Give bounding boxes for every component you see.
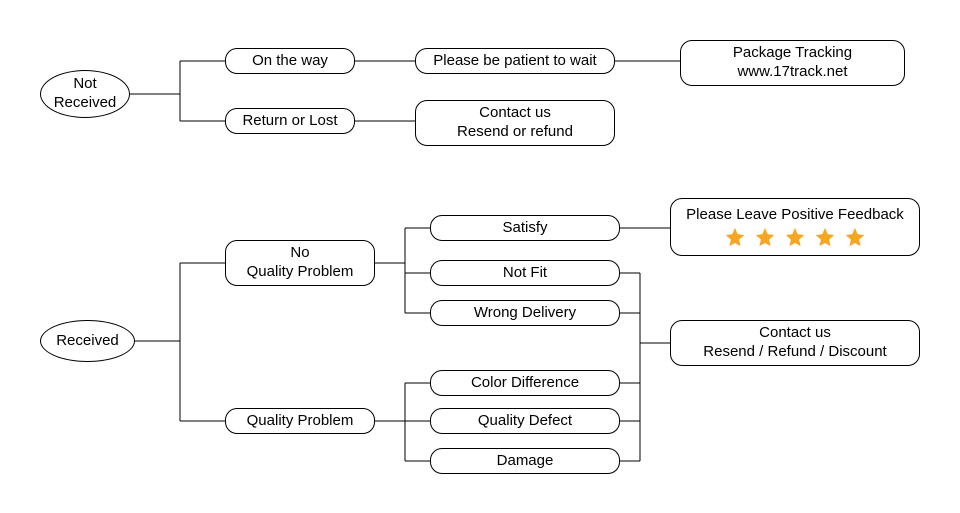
node-positive-feedback: Please Leave Positive Feedback	[670, 198, 920, 256]
star-icon	[754, 226, 776, 248]
node-quality-problem: Quality Problem	[225, 408, 375, 434]
label-no-quality-problem: NoQuality Problem	[247, 244, 354, 282]
node-damage: Damage	[430, 448, 620, 474]
node-package-tracking: Package Trackingwww.17track.net	[680, 40, 905, 86]
node-not-received: NotReceived	[40, 70, 130, 118]
label-on-the-way: On the way	[252, 52, 328, 71]
label-not-fit: Not Fit	[503, 264, 547, 283]
label-contact-resend-refund: Contact usResend or refund	[457, 104, 573, 142]
node-contact-resend-refund-discount: Contact usResend / Refund / Discount	[670, 320, 920, 366]
node-no-quality-problem: NoQuality Problem	[225, 240, 375, 286]
label-color-difference: Color Difference	[471, 374, 579, 393]
label-not-received: NotReceived	[54, 75, 117, 113]
label-be-patient: Please be patient to wait	[433, 52, 596, 71]
node-color-difference: Color Difference	[430, 370, 620, 396]
label-positive-feedback: Please Leave Positive Feedback	[686, 206, 904, 225]
node-on-the-way: On the way	[225, 48, 355, 74]
node-be-patient: Please be patient to wait	[415, 48, 615, 74]
node-return-or-lost: Return or Lost	[225, 108, 355, 134]
label-return-or-lost: Return or Lost	[242, 112, 337, 131]
label-received: Received	[56, 332, 119, 351]
star-icon	[784, 226, 806, 248]
node-satisfy: Satisfy	[430, 215, 620, 241]
node-contact-resend-refund: Contact usResend or refund	[415, 100, 615, 146]
label-damage: Damage	[497, 452, 554, 471]
star-icon	[724, 226, 746, 248]
label-satisfy: Satisfy	[502, 219, 547, 238]
node-received: Received	[40, 320, 135, 362]
node-wrong-delivery: Wrong Delivery	[430, 300, 620, 326]
star-rating	[686, 226, 904, 248]
node-quality-defect: Quality Defect	[430, 408, 620, 434]
label-wrong-delivery: Wrong Delivery	[474, 304, 576, 323]
node-not-fit: Not Fit	[430, 260, 620, 286]
label-quality-defect: Quality Defect	[478, 412, 572, 431]
star-icon	[844, 226, 866, 248]
label-quality-problem: Quality Problem	[247, 412, 354, 431]
label-contact-resend-refund-discount: Contact usResend / Refund / Discount	[703, 324, 886, 362]
label-package-tracking: Package Trackingwww.17track.net	[733, 44, 852, 82]
star-icon	[814, 226, 836, 248]
